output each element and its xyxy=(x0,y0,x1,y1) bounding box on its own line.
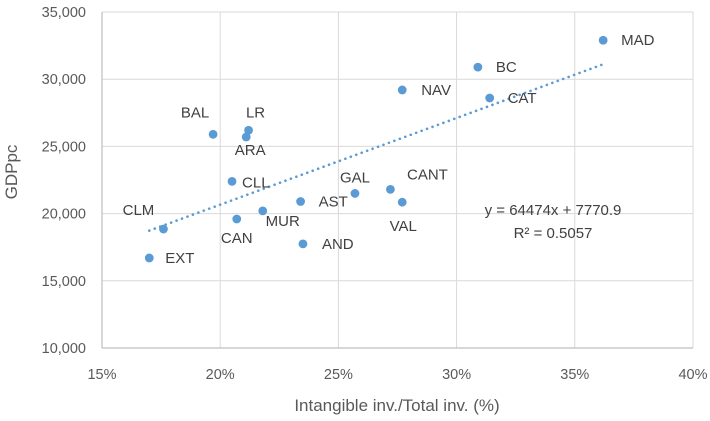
point-label-val: VAL xyxy=(390,218,417,235)
scatter-point-and xyxy=(298,239,308,249)
scatter-point-bc xyxy=(473,62,483,72)
point-label-bal: BAL xyxy=(181,104,209,121)
point-label-lr: LR xyxy=(246,104,265,121)
scatter-point-cat xyxy=(485,93,495,103)
y-tick-label: 15,000 xyxy=(42,274,86,290)
point-label-clm: CLM xyxy=(123,202,155,219)
point-label-cant: CANT xyxy=(407,166,448,183)
trendline-equation: y = 64474x + 7770.9 xyxy=(485,202,622,219)
trendline-r2: R² = 0.5057 xyxy=(514,225,593,242)
point-label-ext: EXT xyxy=(165,250,194,267)
scatter-point-cll xyxy=(227,176,237,186)
y-axis-title: GDPpc xyxy=(2,144,21,199)
scatter-point-ast xyxy=(296,197,305,206)
point-label-cat: CAT xyxy=(508,90,537,107)
point-label-nav: NAV xyxy=(421,82,451,99)
point-label-can: CAN xyxy=(221,230,253,247)
x-axis-title: Intangible inv./Total inv. (%) xyxy=(294,396,499,415)
scatter-point-clm xyxy=(159,224,168,234)
x-tick-label: 20% xyxy=(206,367,235,383)
x-tick-label: 35% xyxy=(560,367,589,383)
y-tick-label: 10,000 xyxy=(42,341,86,357)
point-label-mad: MAD xyxy=(621,32,655,49)
point-label-ara: ARA xyxy=(235,142,266,159)
scatter-point-val xyxy=(397,197,407,207)
scatter-point-bal xyxy=(208,129,218,139)
scatter-point-lr xyxy=(244,125,253,135)
y-tick-label: 20,000 xyxy=(42,207,86,223)
x-tick-label: 25% xyxy=(324,367,353,383)
point-label-mur: MUR xyxy=(266,213,300,230)
scatter-point-can xyxy=(232,214,242,224)
point-label-bc: BC xyxy=(496,59,517,76)
point-label-ast: AST xyxy=(319,194,348,211)
y-tick-label: 30,000 xyxy=(42,72,86,88)
scatter-point-mad xyxy=(598,35,608,45)
trendline xyxy=(147,62,605,232)
scatter-point-mur xyxy=(258,206,268,216)
plot-area xyxy=(102,12,693,348)
point-label-gal: GAL xyxy=(340,169,370,186)
scatter-point-cant xyxy=(386,185,395,194)
y-tick-label: 35,000 xyxy=(42,5,86,21)
y-tick-label: 25,000 xyxy=(42,139,86,155)
scatter-point-gal xyxy=(350,189,360,198)
point-label-and: AND xyxy=(322,236,354,253)
scatter-point-ara xyxy=(241,132,251,142)
x-tick-label: 30% xyxy=(442,367,471,383)
x-tick-label: 40% xyxy=(678,367,707,383)
scatter-point-ext xyxy=(144,253,154,263)
x-tick-label: 15% xyxy=(87,367,116,383)
scatter-point-nav xyxy=(397,85,407,95)
point-label-cll: CLL xyxy=(242,174,270,191)
